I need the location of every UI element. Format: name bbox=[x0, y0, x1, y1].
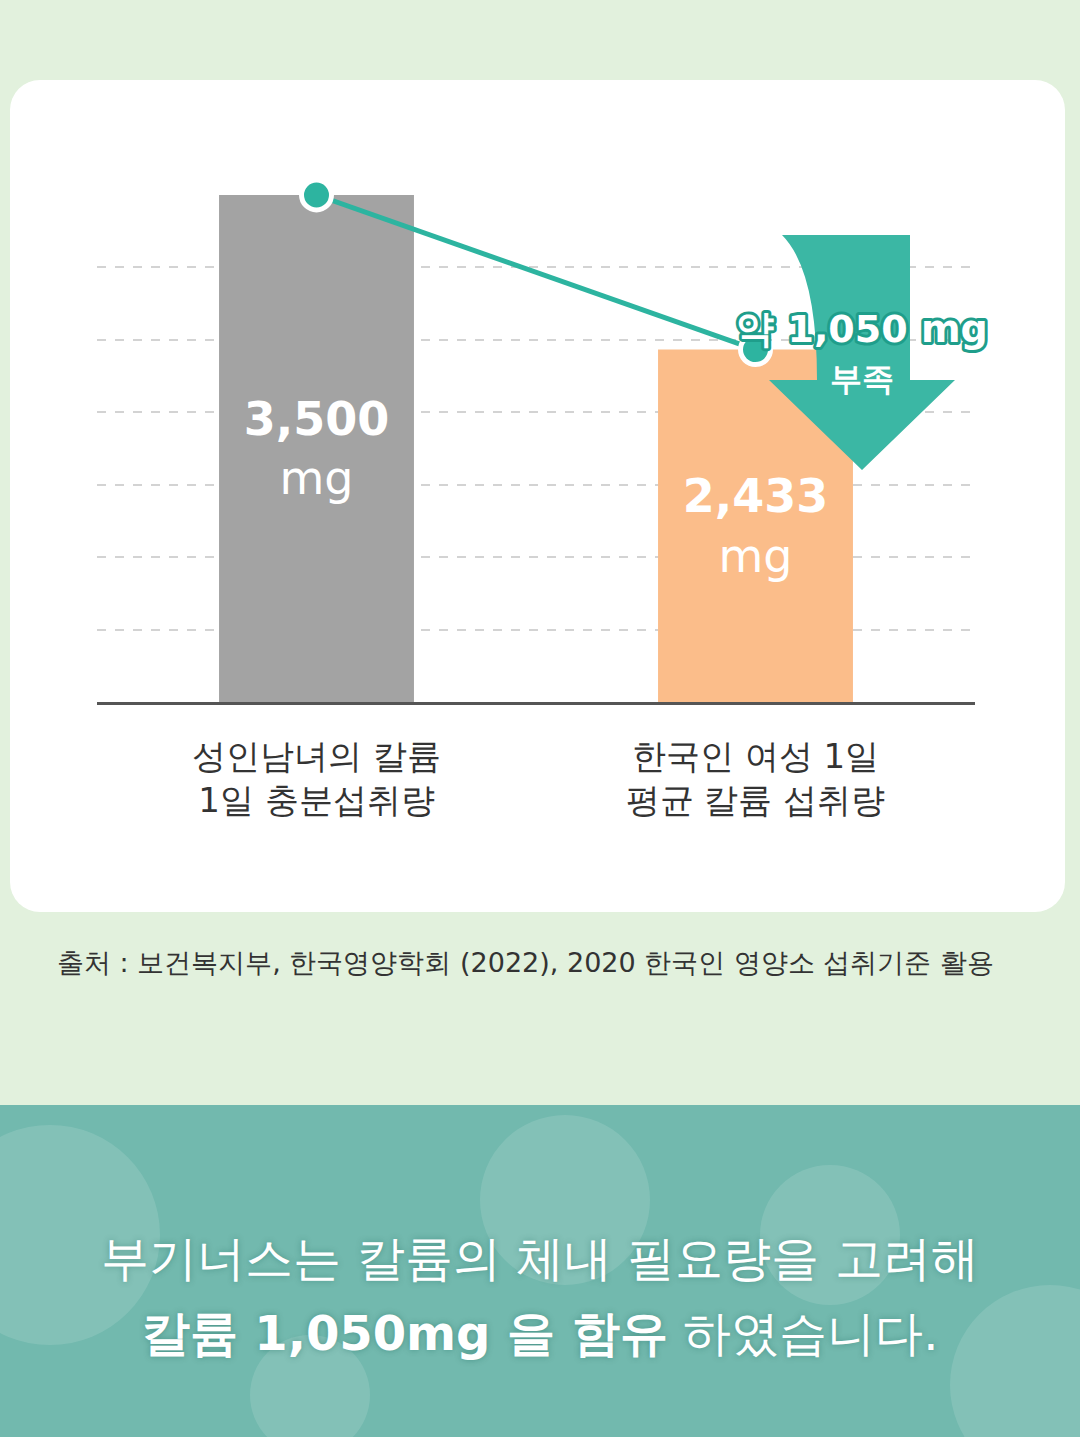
svg-text:부족: 부족 bbox=[830, 360, 894, 398]
html-text:출처 : 보건복지부, 한국영양학회 (2022), 202: 출처 : 보건복지부, 한국영양학회 (2022), 2020 한국인 영양소 … bbox=[57, 947, 994, 978]
svg-text:약 1,050 mg: 약 1,050 mg bbox=[736, 307, 987, 351]
svg-text:성인남녀의 칼륨1일 충분섭취량: 성인남녀의 칼륨1일 충분섭취량 bbox=[192, 736, 441, 820]
svg-text:한국인 여성 1일평균 칼륨 섭취량: 한국인 여성 1일평균 칼륨 섭취량 bbox=[626, 736, 886, 820]
html-text:칼륨 1,050mg 을 함유하였습니다.: 칼륨 1,050mg 을 함유하였습니다. bbox=[141, 1305, 939, 1361]
svg-text:2,433mg: 2,433mg bbox=[683, 469, 829, 583]
svg-text:3,500mg: 3,500mg bbox=[244, 392, 390, 506]
html-text:부기너스는 칼륨의 체내 필요량을 고려해: 부기너스는 칼륨의 체내 필요량을 고려해 bbox=[101, 1230, 979, 1286]
